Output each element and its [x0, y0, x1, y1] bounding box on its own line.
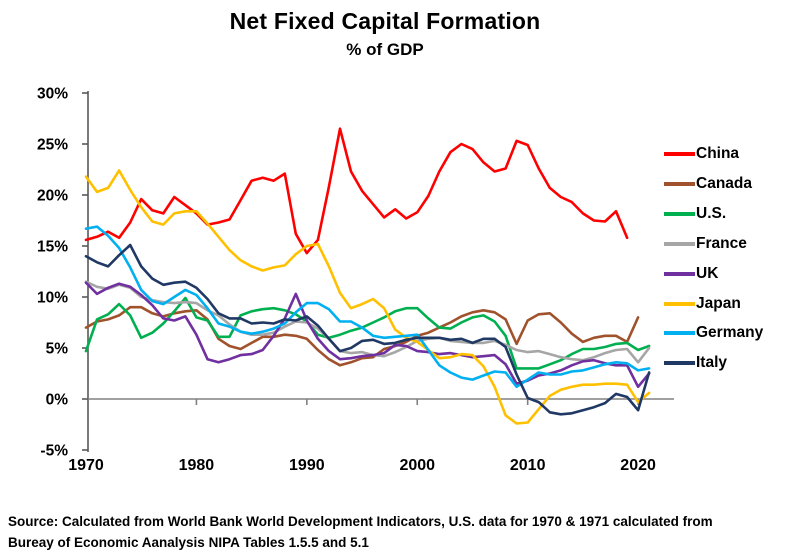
- legend-item-china: China: [664, 144, 739, 164]
- legend-item-uk: UK: [664, 264, 718, 284]
- series-line-japan: [84, 169, 651, 425]
- legend-label-us: U.S.: [696, 204, 727, 222]
- legend-swatch-china: [664, 152, 695, 156]
- legend-label-canada: Canada: [696, 174, 752, 192]
- series-line-france: [84, 280, 651, 364]
- x-axis-tick-label: 1990: [289, 457, 325, 474]
- y-axis-tick-label: 15%: [37, 239, 68, 256]
- legend-swatch-uk: [664, 271, 695, 276]
- legend-swatch-france: [664, 241, 695, 246]
- legend-swatch-japan: [664, 301, 695, 306]
- legend-label-japan: Japan: [696, 294, 741, 312]
- legend-item-italy: Italy: [664, 353, 727, 373]
- series-line-us: [84, 296, 651, 370]
- legend-item-japan: Japan: [664, 294, 741, 314]
- x-axis-tick-label: 2010: [510, 457, 546, 474]
- legend-label-china: China: [696, 145, 740, 162]
- y-axis-tick-label: 30%: [37, 86, 68, 103]
- series-line-china: [84, 127, 629, 255]
- legend-label-uk: UK: [696, 264, 719, 282]
- source-line-2: Bureay of Economic Aanalysis NIPA Tables…: [8, 535, 369, 550]
- y-axis-tick-label: 0%: [46, 392, 69, 409]
- legend-label-germany: Germany: [696, 324, 764, 342]
- legend-label-italy: Italy: [696, 354, 728, 372]
- legend-swatch-canada: [664, 181, 695, 186]
- x-axis-tick-label: 1970: [68, 457, 104, 474]
- chart-title: Net Fixed Capital Formation: [229, 8, 541, 34]
- source-line-1: Source: Calculated from World Bank World…: [8, 514, 713, 529]
- legend-swatch-us: [664, 211, 695, 216]
- chart-legend: China Canada U.S. France UK Japan Germany Italy: [664, 0, 796, 480]
- legend-label-france: France: [696, 234, 747, 252]
- x-axis-tick-label: 2000: [399, 457, 435, 474]
- y-axis-tick-label: 25%: [37, 137, 68, 154]
- legend-item-us: U.S.: [664, 204, 726, 224]
- x-axis-tick-label: 2020: [620, 457, 656, 474]
- x-axis-tick-label: 1980: [179, 457, 215, 474]
- chart-subtitle: % of GDP: [346, 40, 424, 59]
- y-axis-tick-label: 10%: [37, 290, 68, 307]
- legend-swatch-italy: [664, 361, 695, 366]
- y-axis-tick-label: 5%: [46, 341, 69, 358]
- series-line-germany: [84, 225, 651, 389]
- legend-item-france: France: [664, 234, 747, 254]
- legend-item-germany: Germany: [664, 323, 763, 343]
- series-line-canada: [84, 305, 640, 367]
- legend-item-canada: Canada: [664, 174, 752, 194]
- y-axis-tick-label: -5%: [40, 443, 68, 460]
- source-note: Source: Calculated from World Bank World…: [8, 511, 788, 552]
- legend-swatch-germany: [664, 331, 695, 336]
- series-line-uk: [84, 281, 651, 389]
- y-axis-tick-label: 20%: [37, 188, 68, 205]
- series-line-italy: [84, 243, 651, 416]
